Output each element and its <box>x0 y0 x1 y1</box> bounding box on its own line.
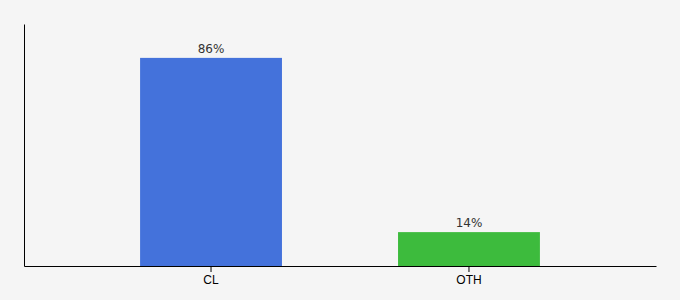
y-axis <box>24 25 25 267</box>
bar <box>398 232 540 266</box>
x-axis-line <box>25 266 657 267</box>
data-labels: 86% 14% <box>198 42 483 230</box>
bars <box>140 58 540 266</box>
x-tick-mark <box>211 266 212 272</box>
y-axis-line <box>24 25 25 267</box>
x-tick-mark <box>468 266 469 272</box>
data-label: 86% <box>198 42 225 56</box>
x-tick-label: OTH <box>456 273 481 287</box>
bar <box>140 58 282 266</box>
data-label: 14% <box>456 216 483 230</box>
plot: 86% 14% CL OTH <box>25 25 657 287</box>
x-tick: OTH <box>456 266 481 287</box>
chart: 86% 14% CL OTH <box>0 0 680 300</box>
x-tick: CL <box>203 266 219 287</box>
x-tick-label: CL <box>203 273 219 287</box>
x-axis: CL OTH <box>25 266 657 287</box>
